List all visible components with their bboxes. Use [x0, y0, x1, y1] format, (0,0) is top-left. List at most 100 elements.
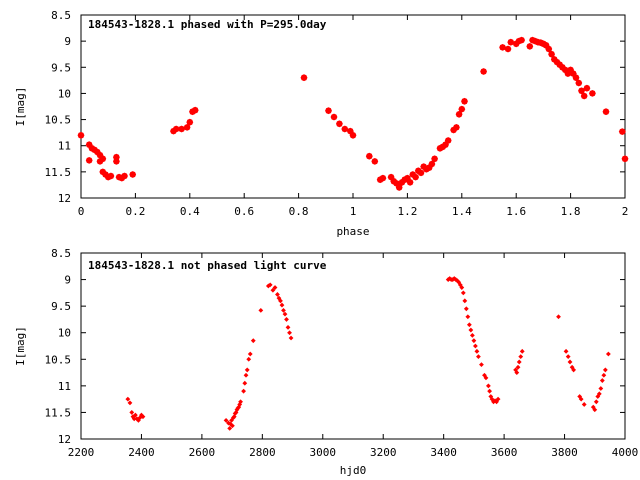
data-point	[231, 414, 237, 420]
data-point	[227, 425, 233, 431]
data-point	[172, 125, 180, 133]
data-point	[473, 343, 478, 349]
data-point	[133, 412, 138, 418]
data-point	[461, 97, 468, 105]
x-tick-label: 1.6	[506, 205, 526, 218]
phased-data-points	[77, 36, 629, 191]
data-point	[460, 290, 466, 296]
data-point	[487, 388, 493, 394]
data-point	[621, 155, 629, 163]
data-point	[458, 105, 466, 113]
data-point	[325, 107, 332, 115]
phased-light-curve-panel: 184543-1828.1 phased with P=295.0day pha…	[14, 9, 629, 238]
data-point	[602, 108, 610, 116]
data-point	[593, 399, 599, 405]
data-point	[605, 351, 611, 357]
y-tick-label: 9	[64, 274, 71, 287]
data-point	[183, 124, 191, 131]
data-point	[476, 354, 481, 360]
x-tick-label: 2800	[249, 446, 276, 459]
data-point	[417, 169, 425, 177]
x-tick-label: 1	[350, 205, 357, 218]
data-point	[483, 375, 489, 381]
data-point	[565, 354, 571, 360]
data-point	[444, 137, 452, 144]
data-point	[479, 362, 484, 367]
data-point	[228, 421, 233, 427]
data-point	[107, 172, 115, 180]
data-point	[459, 285, 465, 290]
data-point	[300, 74, 308, 82]
data-point	[499, 44, 506, 51]
data-point	[288, 335, 294, 341]
data-point	[504, 45, 512, 53]
x-tick-label: 3600	[491, 446, 518, 459]
x-tick-label: 0.4	[180, 205, 200, 218]
data-point	[589, 90, 596, 97]
y-tick-label: 10.5	[45, 114, 72, 127]
data-point	[465, 314, 471, 320]
data-point	[518, 36, 525, 44]
x-tick-label: 1.8	[561, 205, 581, 218]
data-point	[450, 277, 456, 282]
data-point	[395, 184, 403, 191]
data-point	[242, 380, 248, 386]
data-point	[578, 87, 585, 95]
data-point	[474, 348, 480, 354]
data-point	[526, 43, 534, 50]
data-point	[186, 118, 194, 126]
data-point	[279, 302, 285, 308]
data-point	[519, 348, 525, 354]
data-point	[130, 414, 136, 420]
data-point	[250, 338, 256, 344]
data-point	[113, 158, 120, 165]
data-point	[454, 278, 460, 284]
data-point	[349, 131, 357, 139]
data-point	[121, 172, 128, 180]
data-point	[282, 311, 288, 317]
data-point	[596, 391, 602, 397]
data-point	[85, 157, 93, 164]
unphased-x-axis-label: hjd0	[340, 464, 367, 477]
data-point	[379, 174, 387, 182]
data-point	[284, 317, 289, 322]
data-point	[137, 415, 143, 421]
data-point	[341, 125, 349, 133]
data-point	[191, 106, 199, 114]
data-point	[272, 285, 278, 290]
data-point	[602, 367, 608, 373]
data-point	[571, 367, 577, 373]
data-point	[453, 124, 460, 131]
y-tick-label: 12	[58, 433, 71, 446]
phased-y-axis-label: I[mag]	[14, 87, 27, 127]
x-tick-label: 3000	[310, 446, 337, 459]
data-point	[267, 282, 273, 288]
data-point	[488, 394, 494, 399]
data-point	[365, 152, 373, 160]
data-point	[223, 418, 229, 423]
x-tick-label: 2	[622, 205, 629, 218]
data-point	[485, 383, 491, 389]
phased-axis-ticks: 0 0.2 0.4 0.6 0.8 1 1.2 1.4 1.6 1.8 2 8.5 9 9.5 10 10.5…	[45, 9, 629, 218]
data-point	[563, 348, 569, 354]
data-point	[129, 171, 137, 178]
data-point	[515, 364, 521, 370]
data-point	[580, 92, 588, 100]
y-tick-label: 10	[58, 327, 71, 340]
y-tick-label: 8.5	[51, 247, 71, 260]
data-point	[428, 160, 436, 168]
unphased-y-axis-label: I[mag]	[14, 326, 27, 366]
x-tick-label: 4000	[612, 446, 639, 459]
x-tick-label: 1.4	[452, 205, 472, 218]
data-point	[516, 359, 522, 365]
x-tick-label: 3200	[370, 446, 397, 459]
data-point	[592, 407, 598, 413]
data-point	[275, 292, 280, 297]
data-point	[258, 307, 264, 313]
x-tick-label: 2400	[128, 446, 155, 459]
data-point	[507, 38, 515, 46]
data-point	[545, 45, 553, 53]
data-point	[482, 372, 487, 378]
data-point	[583, 84, 591, 92]
